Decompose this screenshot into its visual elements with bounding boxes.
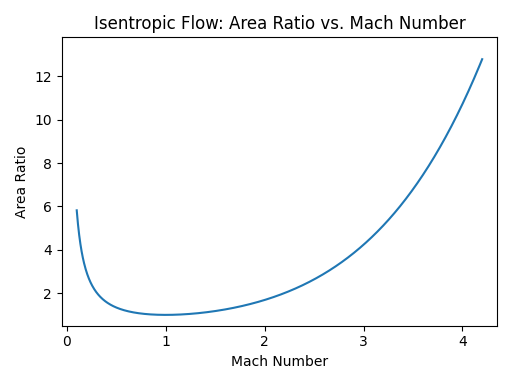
Y-axis label: Area Ratio: Area Ratio <box>15 145 29 218</box>
Title: Isentropic Flow: Area Ratio vs. Mach Number: Isentropic Flow: Area Ratio vs. Mach Num… <box>94 15 465 33</box>
X-axis label: Mach Number: Mach Number <box>231 355 328 369</box>
